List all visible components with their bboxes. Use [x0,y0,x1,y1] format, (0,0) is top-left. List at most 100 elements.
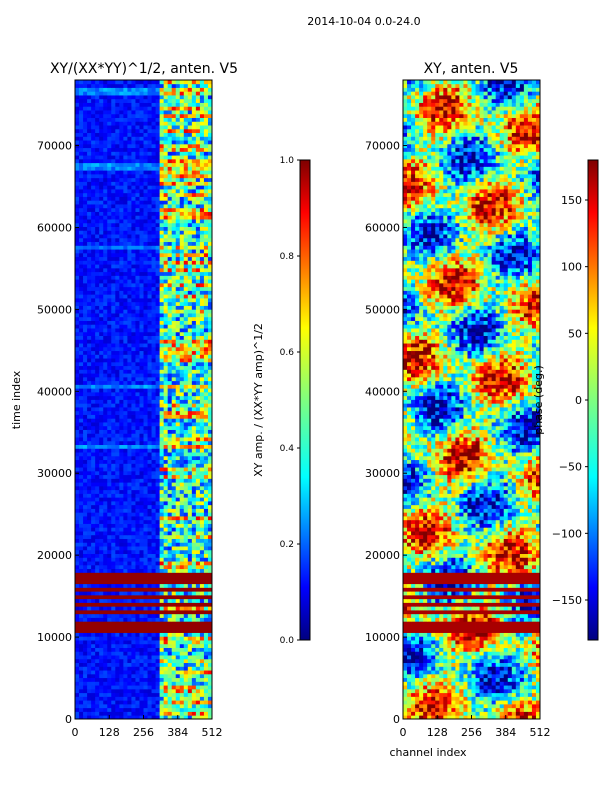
heatmap-cell [91,632,96,637]
heatmap-cell [143,305,148,310]
heatmap-cell [199,433,205,438]
heatmap-cell [183,470,189,476]
heatmap-cell [119,252,124,258]
heatmap-cell [107,177,112,182]
heatmap-cell [183,346,189,352]
heatmap-cell [195,354,201,359]
heatmap-cell [167,666,173,671]
heatmap-cell [151,185,156,190]
heatmap-cell [151,324,156,329]
heatmap-cell [167,617,173,622]
heatmap-cell [203,658,209,664]
heatmap-cell [175,594,181,600]
heatmap-cell [203,207,209,212]
heatmap-cell [147,388,152,393]
heatmap-cell [107,376,112,382]
heatmap-cell [163,309,169,314]
heatmap-cell [155,700,161,705]
heatmap-cell [207,177,213,182]
heatmap-cell [139,459,144,464]
heatmap-cell [75,647,80,652]
heatmap-cell [111,670,116,675]
heatmap-cell [151,546,156,551]
heatmap-cell [179,331,185,336]
heatmap-cell [131,557,136,562]
heatmap-cell [199,429,205,434]
heatmap-cell [103,279,108,284]
heatmap-cell [163,489,169,494]
heatmap-cell [131,587,136,592]
heatmap-cell [139,207,144,212]
heatmap-cell [131,219,136,224]
heatmap-cell [135,696,140,701]
heatmap-cell [123,358,128,363]
heatmap-cell [175,542,181,547]
heatmap-cell [127,403,132,408]
heatmap-cell [147,267,152,273]
heatmap-cell [171,546,177,551]
heatmap-cell [103,189,108,194]
heatmap-cell [195,579,201,585]
heatmap-cell [87,531,92,536]
heatmap-cell [147,598,152,603]
heatmap-cell [195,512,201,517]
heatmap-cell [119,192,124,197]
heatmap-cell [95,376,100,382]
heatmap-cell [191,467,197,472]
heatmap-cell [207,651,213,656]
heatmap-cell [167,557,173,562]
heatmap-cell [147,335,152,340]
heatmap-cell [179,613,185,618]
heatmap-cell [183,215,189,220]
heatmap-cell [171,707,177,712]
heatmap-cell [87,425,92,430]
heatmap-cell [111,455,116,461]
heatmap-cell [111,546,116,551]
heatmap-cell [107,192,112,197]
heatmap-cell [167,260,173,265]
heatmap-cell [91,192,96,197]
heatmap-cell [159,331,165,336]
heatmap-cell [91,173,96,179]
heatmap-cell [95,177,100,182]
heatmap-cell [131,470,136,476]
heatmap-cell [187,602,193,607]
heatmap-cell [159,711,165,716]
heatmap-cell [147,241,152,246]
heatmap-cell [119,681,124,686]
heatmap-cell [163,170,169,175]
heatmap-cell [159,572,165,577]
heatmap-cell [171,703,177,709]
heatmap-cell [171,673,177,679]
heatmap-cell [163,534,169,539]
heatmap-cell [207,493,213,498]
heatmap-cell [123,380,128,385]
heatmap-cell [95,425,100,430]
heatmap-cell [163,681,169,686]
heatmap-cell [115,534,120,539]
heatmap-cell [115,192,120,197]
heatmap-cell [183,553,189,558]
heatmap-cell [95,260,100,265]
heatmap-cell [139,358,144,363]
heatmap-cell [203,527,209,532]
heatmap-cell [175,534,181,539]
heatmap-cell [99,361,104,367]
heatmap-cell [199,414,205,419]
heatmap-cell [163,391,169,397]
heatmap-cell [175,576,181,581]
heatmap-cell [159,478,165,483]
heatmap-cell [199,328,205,333]
heatmap-cell [187,613,193,618]
heatmap-cell [135,177,140,182]
heatmap-cell [83,237,88,243]
heatmap-cell [147,226,152,231]
heatmap-cell [107,350,112,355]
heatmap-cell [155,185,161,190]
heatmap-cell [75,549,80,555]
heatmap-cell [143,703,148,709]
heatmap-cell [203,485,209,491]
heatmap-cell [79,643,84,648]
heatmap-cell [203,200,209,205]
heatmap-cell [203,279,209,284]
